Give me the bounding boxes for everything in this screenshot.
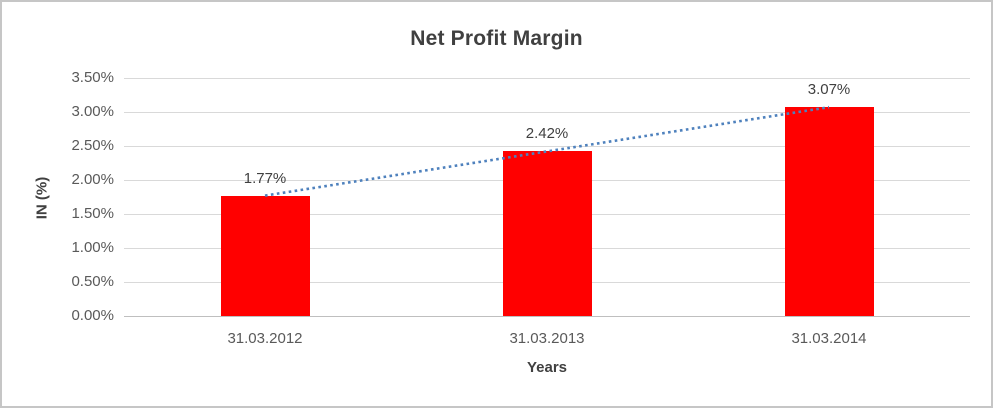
y-tick-label: 0.00% [71, 307, 114, 324]
x-tick-label: 31.03.2014 [791, 330, 867, 347]
gridline [124, 111, 970, 113]
gridline [124, 145, 970, 147]
gridline [124, 77, 970, 79]
data-label: 2.42% [525, 125, 569, 143]
plot-area: 1.77% 2.42% 3.07% [124, 77, 970, 317]
y-tick-label: 3.00% [71, 103, 114, 120]
bar-31.03.2014 [784, 107, 874, 316]
x-axis-title: Years [526, 359, 568, 376]
y-tick-label: 2.50% [71, 137, 114, 154]
y-tick-label: 1.50% [71, 205, 114, 222]
x-tick-label: 31.03.2013 [509, 330, 585, 347]
data-label: 1.77% [243, 169, 287, 187]
bar-31.03.2012 [220, 195, 310, 316]
trendline [264, 105, 830, 197]
y-tick-label: 3.50% [71, 69, 114, 86]
chart-title: Net Profit Margin [410, 27, 583, 50]
x-axis-line [124, 315, 970, 317]
x-tick-label: 31.03.2012 [227, 330, 303, 347]
bar-31.03.2013 [502, 151, 592, 316]
y-tick-label: 0.50% [71, 273, 114, 290]
data-label: 3.07% [807, 81, 851, 99]
y-tick-label: 1.00% [71, 239, 114, 256]
y-tick-label: 2.00% [71, 171, 114, 188]
